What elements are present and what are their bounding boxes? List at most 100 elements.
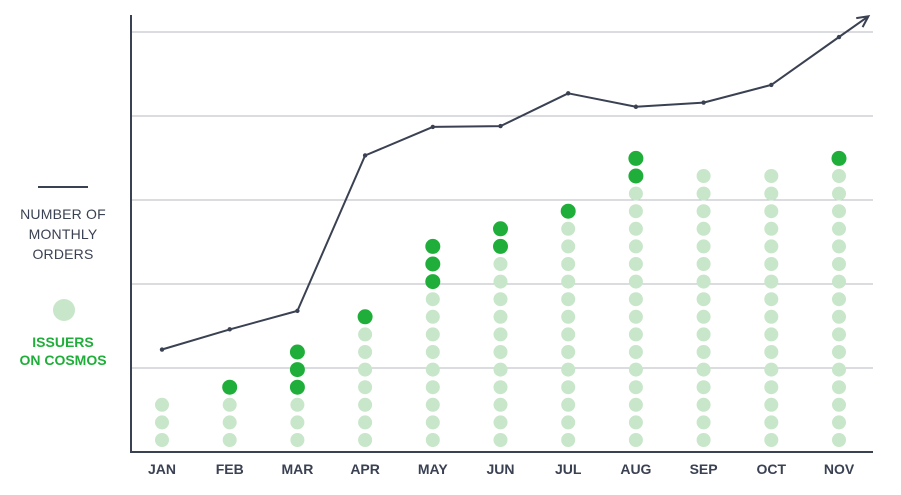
issuer-dot-existing (561, 345, 576, 359)
issuer-dot-existing (696, 345, 711, 359)
issuer-dot-existing (832, 169, 846, 183)
x-tick-label: APR (350, 461, 380, 477)
issuer-dot-existing (764, 362, 779, 377)
issuer-dot-existing (696, 257, 711, 271)
issuer-dot-existing (561, 309, 576, 324)
x-tick-label: OCT (757, 461, 787, 477)
issuer-dot-existing (832, 186, 846, 201)
issuer-dot-existing (425, 292, 440, 307)
legend-line-swatch (38, 186, 88, 188)
issuer-dot-existing (832, 292, 846, 307)
issuer-dot-existing (628, 415, 643, 430)
issuer-dot-existing (696, 327, 711, 342)
issuer-dot-existing (832, 362, 846, 377)
orders-line-point (566, 91, 571, 96)
issuer-dot-existing (290, 415, 305, 430)
issuer-dot-existing (628, 345, 643, 359)
issuer-dot-existing (290, 397, 305, 412)
x-tick-label: JUN (486, 461, 514, 477)
issuer-dot-existing (696, 274, 711, 289)
x-tick-label: MAY (418, 461, 448, 477)
issuer-dot-new (425, 256, 441, 272)
issuer-dot-existing (832, 221, 846, 236)
issuer-dot-existing (358, 397, 373, 412)
issuer-dot-existing (832, 257, 846, 271)
issuer-dot-existing (493, 327, 508, 342)
x-tick-label: JUL (555, 461, 582, 477)
issuer-dot-existing (628, 274, 643, 289)
issuer-dot-existing (696, 380, 711, 395)
issuer-dot-new (289, 362, 305, 378)
issuer-dot-existing (696, 204, 711, 219)
legend-orders-line-1: NUMBER OF (20, 206, 106, 222)
issuer-dot-existing (628, 292, 643, 307)
issuer-dot-existing (764, 415, 779, 430)
issuer-dot-existing (628, 186, 643, 201)
issuer-dot-existing (493, 292, 508, 307)
issuer-dot-existing (764, 186, 779, 201)
issuer-dot-existing (425, 397, 440, 412)
issuer-dot-existing (561, 397, 576, 412)
legend-issuers-line-1: ISSUERS (32, 334, 94, 350)
orders-line-point (295, 308, 300, 314)
issuer-dot-existing (425, 362, 440, 377)
issuer-dot-existing (696, 309, 711, 324)
issuer-dot-existing (696, 292, 711, 307)
issuer-dot-existing (493, 433, 508, 447)
issuer-dot-existing (425, 345, 440, 359)
issuer-dot-existing (561, 257, 576, 271)
issuer-dot-existing (696, 221, 711, 236)
issuer-dots (155, 150, 847, 447)
x-tick-labels: JAN FEB MAR APR MAY JUN JUL AUG SEP OCT NOV (148, 461, 855, 477)
issuer-dot-existing (222, 397, 237, 412)
orders-line-point (159, 347, 165, 352)
issuer-dot-existing (358, 415, 373, 430)
issuer-dot-existing (764, 397, 779, 412)
issuer-dot-existing (832, 327, 846, 342)
issuer-dot-existing (832, 397, 846, 412)
issuer-dot-existing (155, 397, 169, 412)
issuer-dot-existing (764, 433, 779, 447)
issuer-dot-existing (696, 362, 711, 377)
issuer-dot-existing (832, 309, 846, 324)
issuer-dot-existing (764, 274, 779, 289)
issuer-dot-existing (764, 221, 779, 236)
issuer-dot-new (357, 309, 373, 325)
issuer-dot-new (628, 150, 644, 166)
issuer-dot-existing (425, 309, 440, 324)
issuer-dot-existing (222, 433, 237, 447)
issuer-dot-existing (358, 362, 373, 377)
issuer-dot-existing (628, 397, 643, 412)
orders-line-point (227, 327, 232, 332)
issuer-dot-existing (155, 433, 169, 447)
issuer-dot-existing (832, 204, 846, 219)
issuer-dot-existing (628, 221, 643, 236)
issuer-dot-existing (493, 309, 508, 324)
issuer-dot-existing (493, 274, 508, 289)
issuer-dot-new (289, 344, 305, 360)
issuer-dot-existing (764, 204, 779, 219)
legend-orders-label: NUMBER OF MONTHLY ORDERS (0, 204, 126, 264)
orders-line-point (498, 123, 503, 129)
issuer-dot-new (289, 379, 305, 395)
issuer-dot-existing (764, 292, 779, 307)
issuer-dot-existing (764, 169, 779, 183)
issuer-dot-existing (832, 380, 846, 395)
issuer-dot-existing (561, 274, 576, 289)
issuer-dot-existing (628, 309, 643, 324)
issuer-dot-existing (696, 433, 711, 447)
orders-line-point (769, 82, 774, 88)
issuer-dot-existing (358, 433, 373, 447)
issuer-dot-existing (290, 433, 305, 447)
issuer-dot-new (493, 221, 508, 237)
orders-line-path (161, 15, 869, 351)
issuer-dot-existing (764, 345, 779, 359)
issuer-dot-existing (628, 327, 643, 342)
issuer-dot-existing (696, 415, 711, 430)
issuer-dot-existing (764, 257, 779, 271)
issuer-dot-existing (628, 433, 643, 447)
issuer-dot-existing (561, 415, 576, 430)
orders-line-point (430, 124, 435, 130)
orders-line-point (701, 100, 706, 105)
issuer-dot-existing (764, 239, 779, 254)
